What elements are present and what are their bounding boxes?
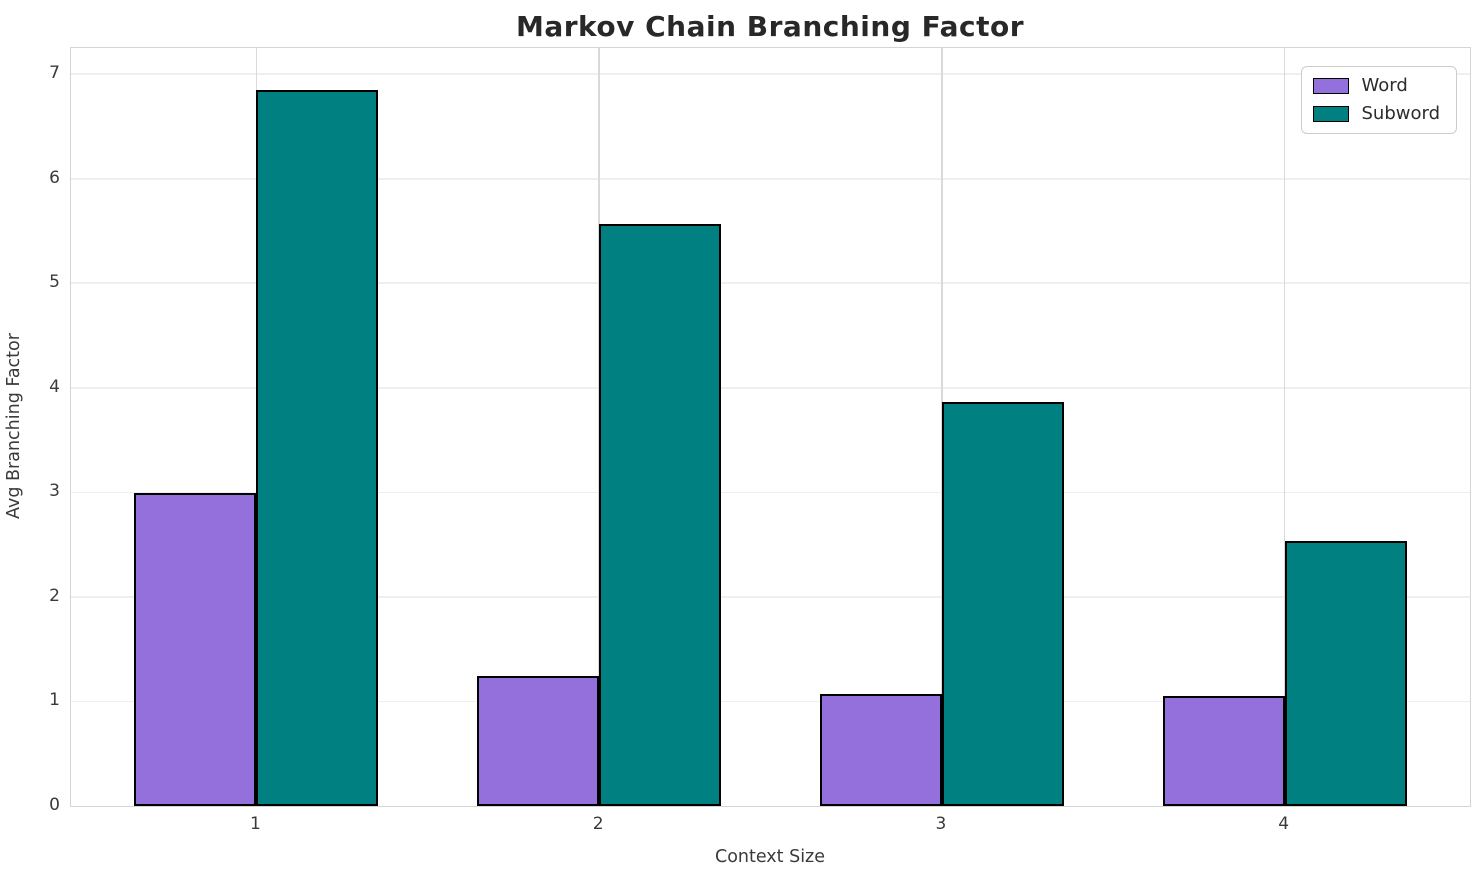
subword-bar <box>1284 541 1407 806</box>
legend-label-word: Word <box>1361 75 1408 96</box>
x-tick-label: 4 <box>1278 814 1290 834</box>
legend: Word Subword <box>1301 66 1457 134</box>
x-axis-label: Context Size <box>714 847 826 867</box>
y-tick-label: 4 <box>49 376 60 397</box>
word-bar <box>819 694 942 806</box>
chart-title: Markov Chain Branching Factor <box>515 10 1025 43</box>
y-gridline <box>71 700 1470 703</box>
x-gridline <box>941 48 943 806</box>
subword-swatch <box>1313 105 1350 122</box>
y-tick-label: 2 <box>49 585 60 606</box>
legend-item-subword: Subword <box>1313 102 1440 124</box>
subword-bar <box>599 223 722 806</box>
x-tick-label: 1 <box>249 814 261 834</box>
y-gridline <box>71 73 1470 75</box>
x-tick-label: 2 <box>592 814 604 834</box>
y-tick-label: 5 <box>49 272 60 293</box>
plot-area: Word Subword <box>70 47 1471 807</box>
y-tick-label: 7 <box>49 63 60 84</box>
legend-item-word: Word <box>1313 76 1440 96</box>
x-tick-label: 3 <box>935 814 947 834</box>
y-gridline <box>71 596 1470 598</box>
word-bar <box>1162 696 1285 806</box>
subword-bar <box>256 89 379 806</box>
y-gridline <box>71 282 1470 285</box>
y-tick-label: 0 <box>49 795 60 815</box>
subword-bar <box>941 402 1064 806</box>
word-bar <box>134 493 257 806</box>
y-gridline <box>71 177 1470 180</box>
y-tick-label: 1 <box>49 690 60 711</box>
y-tick-label: 6 <box>49 167 60 188</box>
y-tick-label: 3 <box>49 481 60 502</box>
y-gridline <box>71 387 1470 389</box>
word-bar <box>477 676 600 806</box>
word-swatch <box>1313 77 1350 94</box>
legend-label-subword: Subword <box>1361 102 1440 124</box>
y-gridline <box>71 491 1470 494</box>
x-gridline <box>1283 48 1286 806</box>
